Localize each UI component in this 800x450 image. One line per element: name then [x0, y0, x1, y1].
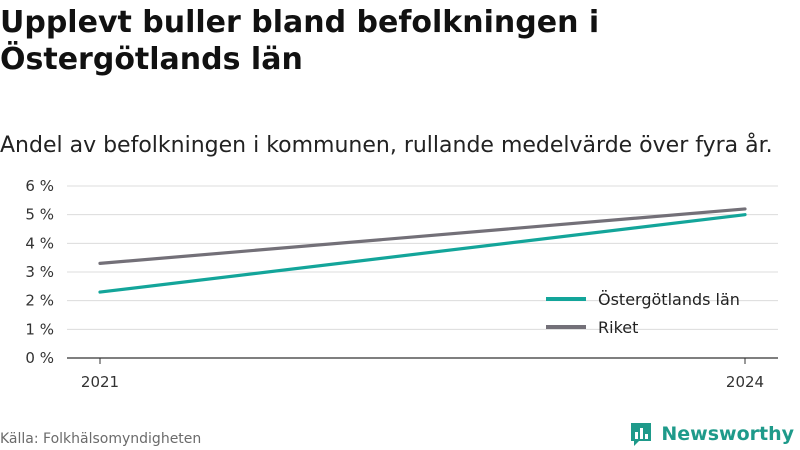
- bar-chart-logo-icon: [631, 423, 652, 446]
- x-axis-ticks: 2021 2024: [81, 358, 764, 390]
- y-tick-label: 0 %: [25, 349, 54, 367]
- chart-subtitle: Andel av befolkningen i kommunen, rullan…: [0, 133, 773, 158]
- source-note: Källa: Folkhälsomyndigheten: [0, 431, 202, 447]
- y-axis-ticks: 0 % 1 % 2 % 3 % 4 % 5 % 6 %: [25, 177, 54, 367]
- brand-name: Newsworthy: [661, 423, 794, 445]
- y-tick-label: 3 %: [25, 263, 54, 281]
- y-tick-label: 2 %: [25, 292, 54, 310]
- series-line-1: [98, 207, 747, 266]
- x-tick-label: 2024: [726, 373, 764, 390]
- y-tick-label: 4 %: [25, 234, 54, 252]
- y-tick-label: 5 %: [25, 206, 54, 224]
- series-lines: [98, 207, 747, 294]
- chart-title: Upplevt buller bland befolkningen i Öste…: [0, 5, 600, 77]
- brand-logo[interactable]: Newsworthy: [629, 419, 794, 449]
- y-tick-label: 1 %: [25, 320, 54, 338]
- series-line-0: [98, 213, 747, 294]
- x-tick-label: 2021: [81, 373, 119, 390]
- line-chart: 0 % 1 % 2 % 3 % 4 % 5 % 6 % 2021 2024 Östergötl…: [25, 177, 778, 390]
- grid-lines: [67, 185, 778, 359]
- legend: Östergötlands län Riket: [546, 290, 740, 337]
- legend-label: Riket: [598, 318, 638, 337]
- legend-label: Östergötlands län: [598, 290, 740, 309]
- y-tick-label: 6 %: [25, 177, 54, 195]
